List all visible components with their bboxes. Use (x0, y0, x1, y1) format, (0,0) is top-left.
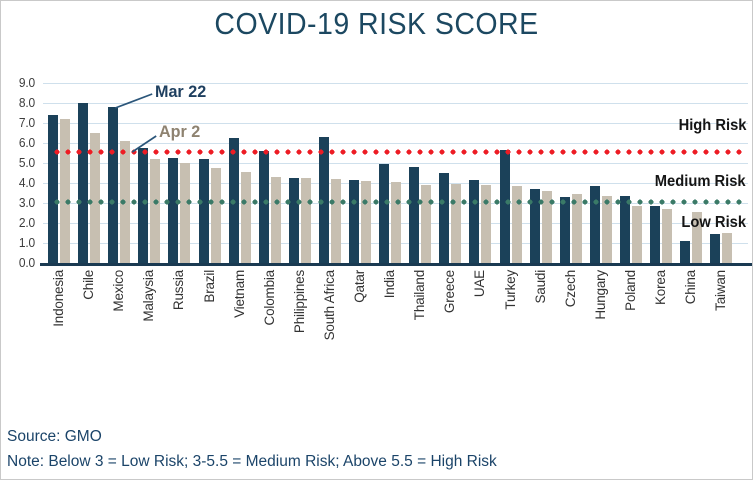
y-axis-tick-label: 2.0 (18, 215, 35, 230)
x-axis-label-chile: Chile (81, 270, 97, 300)
x-axis-label-hungary: Hungary (592, 270, 608, 320)
gridline (43, 103, 748, 104)
chart-footer: Source: GMO Note: Below 3 = Low Risk; 3-… (7, 424, 497, 474)
bar-apr-2-saudi (541, 191, 552, 263)
bar-mar-22-uae (469, 180, 480, 263)
bar-mar-22-hungary (589, 186, 600, 263)
bar-apr-2-colombia (270, 177, 281, 263)
annotation-apr-2: Apr 2 (159, 122, 201, 141)
bar-apr-2-qatar (361, 181, 371, 263)
risk-scale-note: Note: Below 3 = Low Risk; 3-5.5 = Medium… (7, 453, 497, 470)
x-axis-label-brazil: Brazil (201, 270, 217, 303)
bar-apr-2-chile (90, 133, 101, 263)
x-axis-label-taiwan: Taiwan (713, 270, 729, 311)
chart-title: COVID-19 RISK SCORE (214, 6, 539, 41)
x-axis-label-colombia: Colombia (261, 270, 277, 326)
x-axis-label-russia: Russia (171, 270, 187, 311)
risk-zone-label-medium-risk: Medium Risk (655, 173, 746, 190)
reference-line-medium-risk (54, 199, 746, 205)
bar-mar-22-thailand (409, 167, 420, 263)
bar-apr-2-greece (451, 184, 462, 263)
x-axis-label-malaysia: Malaysia (141, 270, 157, 322)
x-axis-label-indonesia: Indonesia (51, 270, 66, 327)
bar-apr-2-korea (662, 209, 672, 263)
x-axis-label-greece: Greece (442, 270, 458, 314)
x-axis-label-thailand: Thailand (412, 270, 428, 321)
y-axis-tick-label: 7.0 (18, 115, 35, 130)
bar-apr-2-malaysia (150, 159, 161, 263)
bar-mar-22-brazil (198, 159, 209, 263)
bar-mar-22-turkey (499, 150, 510, 263)
y-axis-tick-label: 4.0 (18, 175, 35, 190)
y-axis-tick-label: 5.0 (18, 155, 35, 170)
bar-apr-2-poland (631, 206, 642, 263)
bar-apr-2-china (692, 212, 703, 263)
bar-apr-2-philippines (300, 178, 311, 263)
gridline (43, 123, 748, 124)
x-axis-label-vietnam: Vietnam (231, 270, 247, 318)
bar-mar-22-korea (650, 206, 660, 263)
y-axis-tick-label: 8.0 (18, 95, 35, 110)
x-axis-label-south-africa: South Africa (321, 270, 337, 341)
risk-zone-label-low-risk: Low Risk (681, 214, 746, 231)
x-axis-label-china: China (683, 270, 699, 305)
bar-apr-2-india (391, 182, 402, 263)
y-axis-tick-label: 9.0 (18, 75, 35, 90)
bar-apr-2-turkey (511, 186, 522, 263)
bar-mar-22-mexico (108, 107, 119, 263)
bar-mar-22-czech (559, 197, 570, 263)
mar-22-callout-line (114, 93, 153, 109)
bar-apr-2-brazil (210, 168, 221, 263)
bar-apr-2-taiwan (722, 233, 733, 263)
x-axis-label-korea: Korea (653, 270, 668, 306)
risk-zone-label-high-risk: High Risk (678, 117, 746, 134)
x-axis-label-saudi: Saudi (532, 270, 548, 304)
bar-apr-2-indonesia (60, 119, 70, 263)
gridline (43, 163, 748, 164)
bar-mar-22-saudi (529, 189, 540, 263)
bar-mar-22-indonesia (48, 115, 58, 263)
bar-mar-22-colombia (258, 151, 269, 263)
bar-mar-22-russia (168, 158, 179, 263)
annotation-mar-22: Mar 22 (155, 82, 207, 101)
bar-mar-22-greece (439, 173, 450, 263)
bar-mar-22-philippines (288, 178, 299, 263)
x-axis-line (40, 263, 752, 266)
bar-apr-2-hungary (601, 196, 612, 263)
bar-mar-22-china (680, 241, 691, 263)
gridline (43, 143, 748, 144)
bar-apr-2-uae (481, 185, 492, 263)
bar-mar-22-chile (78, 103, 89, 263)
x-axis-label-india: India (382, 270, 398, 299)
bar-apr-2-russia (180, 163, 191, 263)
bar-mar-22-taiwan (710, 234, 721, 263)
x-axis-label-poland: Poland (622, 270, 638, 311)
gridline (43, 83, 748, 84)
x-axis-label-qatar: Qatar (352, 270, 367, 303)
bar-mar-22-malaysia (138, 148, 149, 263)
reference-line-high-risk (54, 149, 746, 155)
bar-mar-22-qatar (349, 180, 359, 263)
source-note: Source: GMO (7, 428, 102, 445)
bar-apr-2-south-africa (330, 179, 341, 263)
x-axis-label-philippines: Philippines (291, 270, 307, 334)
y-axis-tick-label: 1.0 (18, 235, 35, 250)
y-axis-tick-label: 6.0 (18, 135, 35, 150)
bar-mar-22-poland (619, 196, 630, 263)
y-axis-tick-label: 3.0 (18, 195, 35, 210)
bar-apr-2-vietnam (240, 172, 251, 263)
x-axis-label-mexico: Mexico (111, 270, 127, 312)
bar-apr-2-czech (571, 194, 582, 263)
x-axis-label-uae: UAE (472, 270, 488, 298)
y-axis-tick-label: 0.0 (18, 255, 35, 270)
x-axis-label-turkey: Turkey (502, 270, 518, 310)
bar-apr-2-thailand (421, 185, 432, 263)
bar-mar-22-india (379, 164, 390, 263)
x-axis-label-czech: Czech (562, 270, 578, 308)
